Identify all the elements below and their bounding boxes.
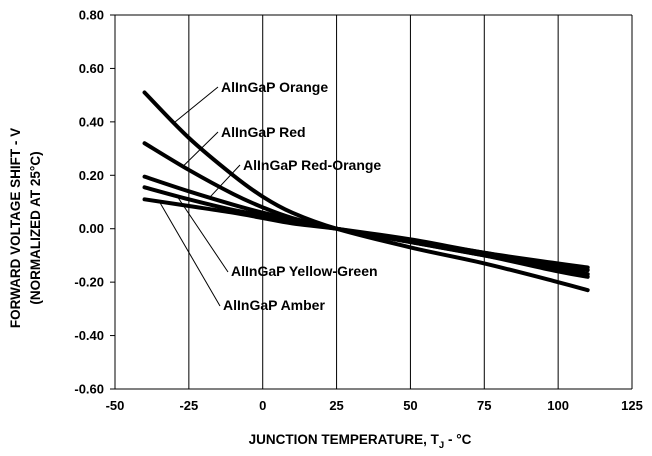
y-tick-label: 0.80	[79, 8, 104, 23]
annotation-leader-alingap-amber	[158, 201, 221, 307]
series-line-alingap-amber	[142, 197, 590, 270]
y-tick-label: -0.60	[74, 382, 104, 397]
annotation-layer: AlInGaP Orange AlInGaP Red AlInGaP Red-Ora…	[158, 79, 381, 313]
x-tick-label: 100	[547, 398, 569, 413]
x-tick-label: 0	[259, 398, 266, 413]
y-tick-label: 0.60	[79, 61, 104, 76]
annotation-leader-alingap-red	[182, 131, 219, 167]
x-axis-title: JUNCTION TEMPERATURE, TJ - °C	[249, 432, 472, 451]
y-tick-label: 0.00	[79, 221, 104, 236]
x-tick-label: -25	[179, 398, 198, 413]
x-tick-label: 125	[621, 398, 643, 413]
grid-layer	[110, 14, 633, 390]
y-axis-title-line1: FORWARD VOLTAGE SHIFT - V	[8, 128, 23, 328]
x-tick-label: 75	[477, 398, 491, 413]
x-axis-title-subscript: J	[439, 440, 444, 451]
x-tick-label: 50	[403, 398, 417, 413]
annotation-alingap-yellow-green: AlInGaP Yellow-Green	[231, 263, 378, 279]
tick-layer: -50 -25 0 25 50 75 100 125 0.80 0.60 0.40 0.20 0.00 -…	[74, 8, 642, 414]
y-tick-label: 0.40	[79, 114, 104, 129]
y-axis-title-line2: (NORMALIZED AT 25°C)	[28, 151, 43, 304]
y-axis-title: FORWARD VOLTAGE SHIFT - V (NORMALIZED AT…	[8, 128, 43, 328]
x-tick-label: 25	[329, 398, 343, 413]
x-tick-label: -50	[106, 398, 125, 413]
y-tick-label: -0.40	[74, 328, 104, 343]
annotation-alingap-amber: AlInGaP Amber	[223, 297, 325, 313]
annotation-alingap-orange: AlInGaP Orange	[221, 79, 328, 95]
y-tick-label: 0.20	[79, 168, 104, 183]
x-axis-title-suffix: - °C	[444, 432, 471, 447]
annotation-leader-alingap-yellow-green	[176, 195, 229, 273]
y-tick-label: -0.20	[74, 275, 104, 290]
annotation-leader-alingap-red-orange	[209, 164, 241, 198]
annotation-alingap-red-orange: AlInGaP Red-Orange	[243, 157, 381, 173]
annotation-leader-alingap-orange	[173, 86, 219, 124]
annotation-alingap-red: AlInGaP Red	[221, 124, 306, 140]
series-layer	[142, 90, 590, 293]
